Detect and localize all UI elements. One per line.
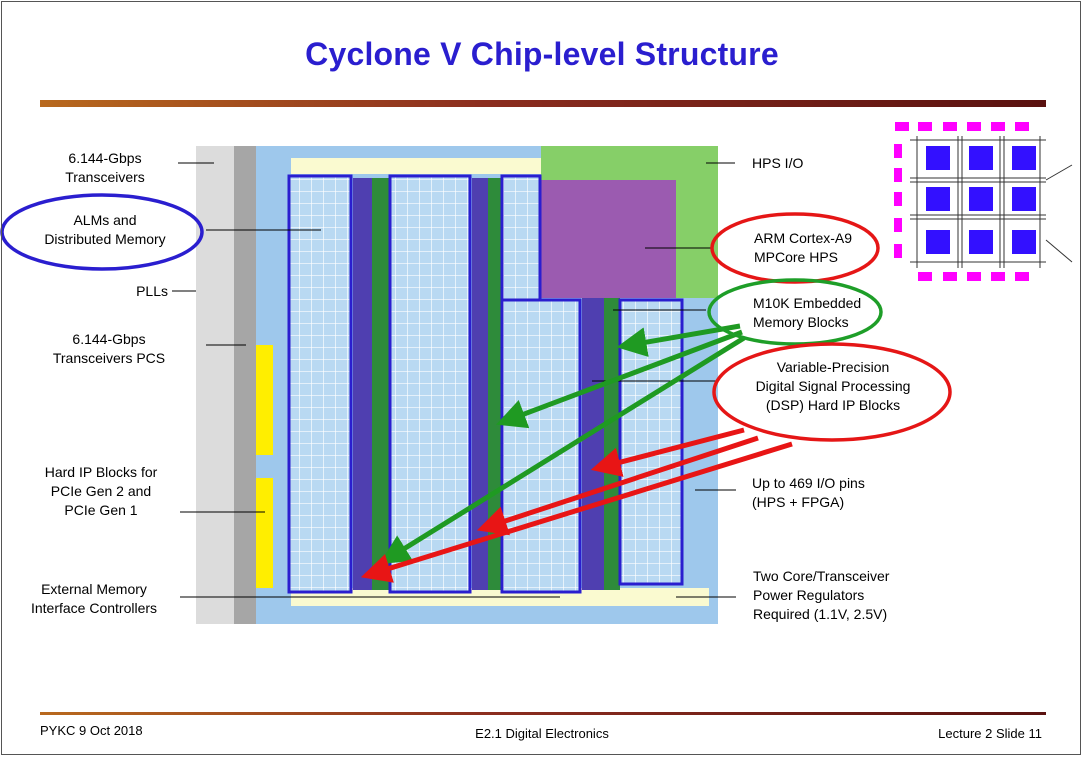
dsp-arrow — [590, 427, 745, 477]
hard-ip-block-1 — [256, 345, 273, 455]
emif-band-top — [291, 158, 543, 174]
label-emif: External Memory Interface Controllers — [30, 581, 158, 616]
label-arm: ARM Cortex-A9 MPCore HPS — [754, 230, 853, 265]
package-thumbnail — [894, 122, 1073, 281]
hard-ip-block-2 — [256, 478, 273, 588]
arm-highlight-ellipse — [710, 212, 880, 284]
label-m10k: M10K Embedded Memory Blocks — [753, 295, 862, 330]
label-power: Two Core/Transceiver Power Regulators Re… — [753, 568, 890, 622]
alm-column — [500, 174, 542, 306]
title-divider — [40, 100, 1046, 107]
label-transceivers: 6.144-Gbps Transceivers — [65, 150, 145, 185]
dsp-highlight-ellipse — [712, 342, 952, 442]
footer-divider — [40, 712, 1046, 715]
label-plls: PLLs — [136, 283, 168, 299]
footer-course: E2.1 Digital Electronics — [475, 726, 609, 741]
label-io-pins: Up to 469 I/O pins (HPS + FPGA) — [752, 475, 865, 510]
label-hps-io: HPS I/O — [752, 155, 804, 171]
m10k-column — [372, 178, 390, 590]
alms-highlight-ellipse — [0, 193, 204, 271]
transceiver-strip — [196, 146, 234, 624]
footer-slide-number: Lecture 2 Slide 11 — [938, 726, 1042, 741]
alm-column — [388, 174, 472, 594]
alm-column — [287, 174, 353, 594]
dsp-column — [582, 298, 604, 590]
dsp-arrow — [476, 435, 759, 536]
dsp-column — [472, 178, 488, 590]
m10k-column — [604, 298, 620, 590]
label-dsp: Variable-Precision Digital Signal Proces… — [755, 359, 911, 413]
label-transceivers-pcs: 6.144-Gbps Transceivers PCS — [52, 331, 166, 366]
dsp-arrow — [360, 441, 793, 583]
label-hard-ip: Hard IP Blocks for PCIe Gen 2 and PCIe G… — [44, 464, 158, 518]
m10k-highlight-ellipse — [707, 278, 883, 346]
m10k-arrow — [495, 329, 743, 429]
m10k-column — [488, 178, 502, 590]
pll-strip — [234, 146, 256, 624]
dsp-column — [353, 178, 372, 590]
m10k-arrow — [379, 335, 746, 564]
footer-author-date: PYKC 9 Oct 2018 — [40, 723, 143, 738]
hps-core-block — [541, 180, 676, 298]
label-alms: ALMs and Distributed Memory — [44, 212, 166, 247]
slide-title: Cyclone V Chip-level Structure — [305, 36, 779, 72]
